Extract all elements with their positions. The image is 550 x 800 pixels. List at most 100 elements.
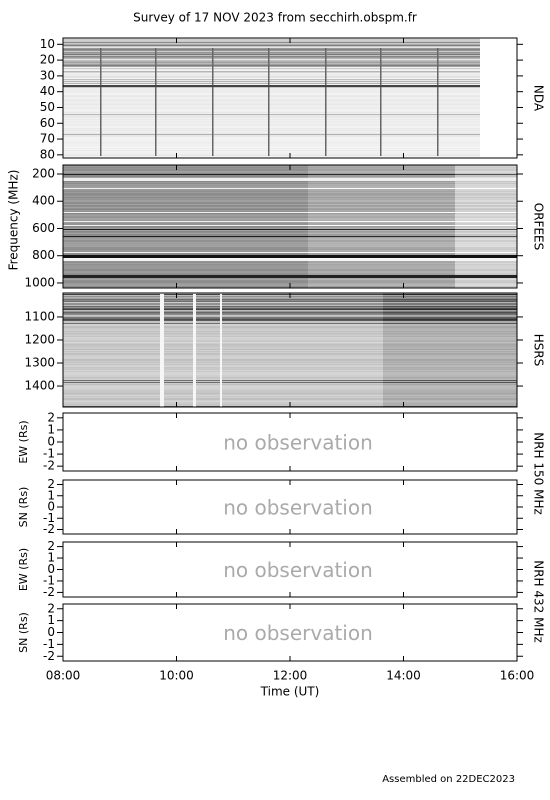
- spectrogram-row: [63, 227, 308, 228]
- spectrogram-row: [455, 170, 517, 171]
- spectrogram-row: [455, 278, 517, 279]
- spectrogram-row: [63, 388, 383, 389]
- spectrogram-row: [383, 361, 517, 362]
- spectrogram-row: [63, 174, 308, 175]
- spectrogram-row: [383, 330, 517, 331]
- spectrogram-row: [63, 63, 480, 64]
- spectrogram-row: [63, 264, 308, 265]
- y-tick-label: -2: [43, 585, 55, 599]
- spectrogram-row: [308, 169, 455, 170]
- spectrogram-row: [455, 261, 517, 262]
- spectrogram-row: [63, 128, 480, 129]
- spectrogram-row: [63, 84, 480, 85]
- spectrogram-row: [63, 316, 383, 317]
- spectrogram-row: [308, 268, 455, 269]
- spectrogram-row: [383, 400, 517, 401]
- spectrogram-row: [308, 244, 455, 245]
- spectrogram-row: [63, 166, 308, 167]
- spectrogram-row: [63, 319, 383, 320]
- spectrogram-row: [308, 182, 455, 183]
- spectrogram-row: [308, 193, 455, 194]
- spectrogram-row: [308, 205, 455, 206]
- spectrogram-row: [63, 146, 480, 147]
- spectrogram-row: [63, 230, 308, 231]
- spectrogram-row: [63, 347, 383, 348]
- spectrogram-row: [455, 269, 517, 270]
- spectrogram-row: [383, 360, 517, 361]
- spectrogram-row: [63, 191, 308, 192]
- spectrogram-row: [63, 56, 480, 57]
- spectrogram-row: [63, 60, 480, 61]
- spectrogram-row: [63, 243, 308, 244]
- spectrogram-row: [455, 192, 517, 193]
- spectrogram-row: [63, 244, 308, 245]
- spectrogram-row: [308, 209, 455, 210]
- spectrogram-row: [308, 269, 455, 270]
- spectrogram-row: [63, 129, 480, 130]
- y-tick-label: 1400: [24, 379, 55, 393]
- spectrogram-row: [63, 251, 308, 252]
- spectrogram-row: [455, 242, 517, 243]
- spectrogram-row: [63, 202, 308, 203]
- spectrogram-row: [63, 138, 480, 139]
- spectrogram-row: [383, 339, 517, 340]
- spectrogram-row: [63, 270, 308, 271]
- spectrogram-row: [308, 195, 455, 196]
- spectrogram-row: [63, 94, 480, 95]
- spectrogram-row: [383, 351, 517, 352]
- spectrogram-row: [63, 208, 308, 209]
- spectrogram-row: [455, 182, 517, 183]
- spectrogram-row: [63, 111, 480, 112]
- spectrogram-streak: [100, 48, 102, 156]
- spectrogram-row: [63, 204, 308, 205]
- spectrogram-row: [63, 54, 480, 55]
- spectrogram-row: [63, 114, 480, 115]
- spectrogram-row: [63, 78, 480, 79]
- spectrogram-row: [455, 221, 517, 222]
- y-tick-label: 1: [47, 551, 55, 565]
- spectrogram-row: [63, 265, 308, 266]
- spectrogram-row: [63, 233, 308, 234]
- spectrogram-row: [63, 195, 308, 196]
- spectrogram-row: [308, 224, 455, 225]
- spectrogram-row: [63, 43, 480, 44]
- spectrogram-row: [383, 401, 517, 402]
- spectrogram-row: [455, 212, 517, 213]
- panel-y-label: EW (Rs): [17, 548, 30, 591]
- spectrogram-row: [63, 47, 480, 48]
- spectrogram-row: [63, 97, 480, 98]
- spectrogram-row: [63, 149, 480, 150]
- spectrogram-row: [383, 317, 517, 318]
- spectrogram-row: [455, 198, 517, 199]
- spectrogram-row: [63, 340, 383, 341]
- spectrogram-row: [63, 245, 308, 246]
- spectrogram-row: [63, 226, 308, 227]
- spectrogram-row: [308, 185, 455, 186]
- spectrogram-row: [308, 240, 455, 241]
- spectrogram-row: [308, 237, 455, 238]
- spectrogram-row: [455, 253, 517, 254]
- spectrogram-row: [455, 231, 517, 232]
- spectrogram-row: [383, 319, 517, 320]
- spectrogram-row: [63, 133, 480, 134]
- spectrogram-row: [383, 297, 517, 298]
- y-tick-label: 1300: [24, 356, 55, 370]
- spectrogram-row: [63, 39, 480, 40]
- spectrogram-row: [63, 370, 383, 371]
- spectrogram-row: [455, 239, 517, 240]
- spectrogram-row: [308, 192, 455, 193]
- spectrogram-row: [63, 254, 308, 255]
- spectrogram-row: [63, 346, 383, 347]
- spectrogram-row: [63, 81, 480, 82]
- spectrogram-row: [63, 175, 308, 176]
- spectrogram-row: [383, 405, 517, 406]
- spectrogram-row: [383, 326, 517, 327]
- spectrogram-row: [455, 199, 517, 200]
- spectrogram-row: [63, 77, 480, 78]
- spectrogram-row: [455, 235, 517, 236]
- spectrogram-row: [383, 358, 517, 359]
- spectrogram-row: [63, 136, 480, 137]
- spectrogram-row: [63, 311, 383, 312]
- spectrogram-row: [455, 201, 517, 202]
- y-tick-label: 0: [47, 562, 55, 576]
